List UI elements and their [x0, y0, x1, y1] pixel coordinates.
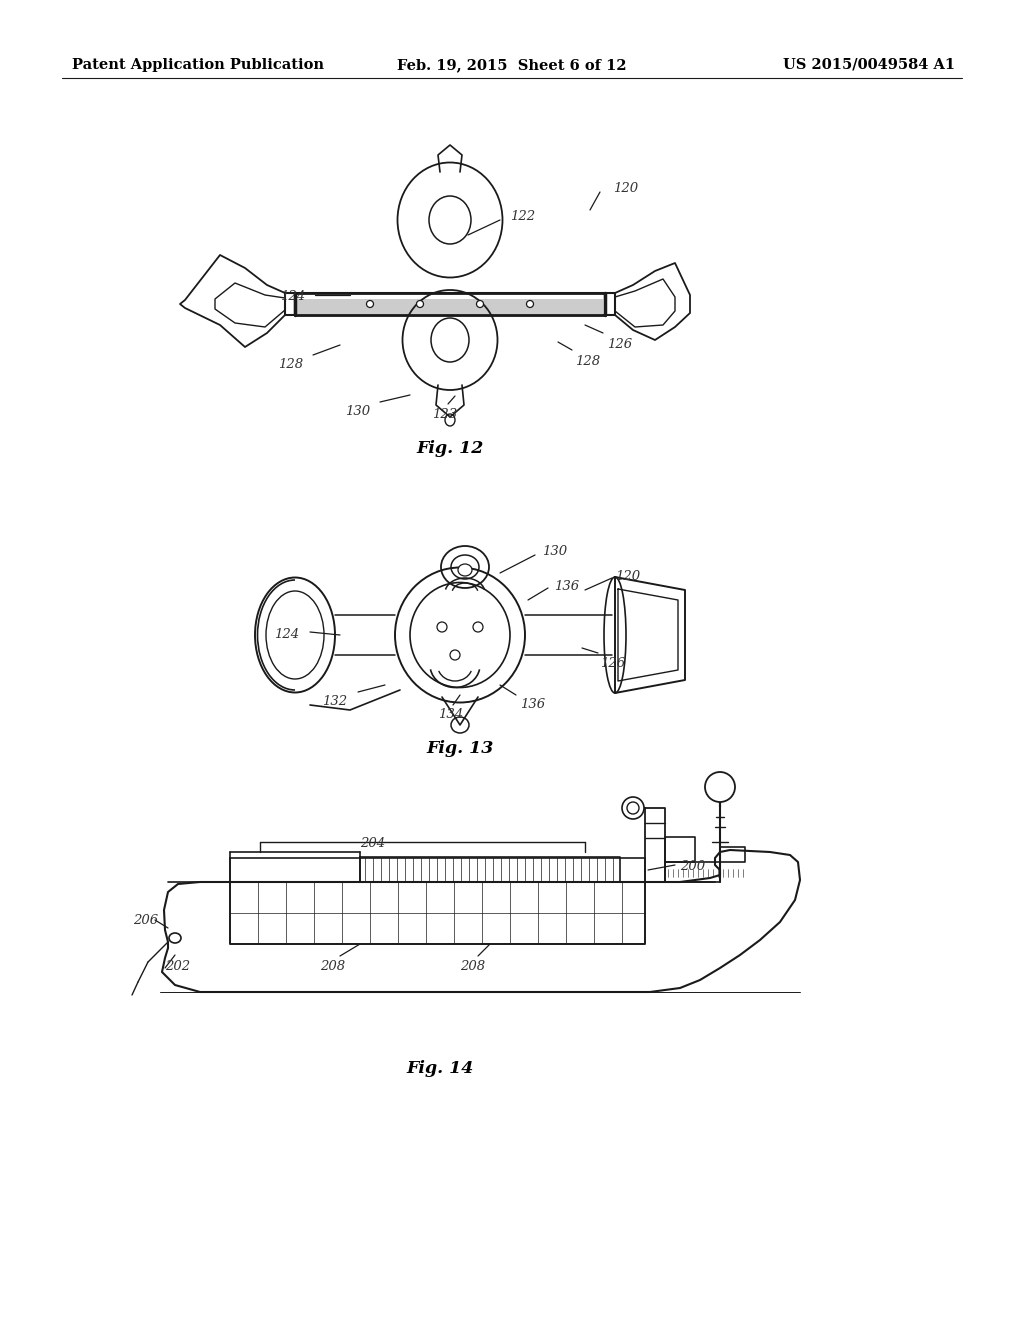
- Text: 204: 204: [360, 837, 385, 850]
- Text: 126: 126: [607, 338, 632, 351]
- Text: 136: 136: [554, 579, 580, 593]
- Ellipse shape: [705, 772, 735, 803]
- Text: 130: 130: [345, 405, 370, 418]
- Text: 120: 120: [615, 570, 640, 583]
- Ellipse shape: [367, 301, 374, 308]
- Text: 202: 202: [165, 960, 190, 973]
- Ellipse shape: [417, 301, 424, 308]
- Text: Feb. 19, 2015  Sheet 6 of 12: Feb. 19, 2015 Sheet 6 of 12: [397, 58, 627, 73]
- Text: Patent Application Publication: Patent Application Publication: [72, 58, 324, 73]
- Bar: [297, 300, 603, 317]
- Text: 208: 208: [319, 960, 345, 973]
- Text: Fig. 14: Fig. 14: [407, 1060, 474, 1077]
- Text: 136: 136: [520, 698, 545, 711]
- Ellipse shape: [627, 803, 639, 814]
- Text: 208: 208: [460, 960, 485, 973]
- Text: 120: 120: [613, 182, 638, 195]
- Text: 122: 122: [510, 210, 536, 223]
- Text: 130: 130: [542, 545, 567, 558]
- Text: 126: 126: [600, 657, 625, 671]
- Text: 124: 124: [274, 628, 299, 642]
- Text: 134: 134: [438, 708, 463, 721]
- Text: 132: 132: [322, 696, 347, 708]
- Text: 124: 124: [280, 290, 305, 304]
- Ellipse shape: [476, 301, 483, 308]
- Text: Fig. 13: Fig. 13: [426, 741, 494, 756]
- Text: 123: 123: [432, 408, 457, 421]
- Text: US 2015/0049584 A1: US 2015/0049584 A1: [783, 58, 955, 73]
- Ellipse shape: [473, 622, 483, 632]
- Text: 206: 206: [133, 913, 158, 927]
- Ellipse shape: [437, 622, 447, 632]
- Ellipse shape: [526, 301, 534, 308]
- Ellipse shape: [450, 649, 460, 660]
- Text: 128: 128: [575, 355, 600, 368]
- Text: Fig. 12: Fig. 12: [417, 440, 483, 457]
- Text: 200: 200: [680, 861, 706, 873]
- Ellipse shape: [458, 564, 472, 576]
- Text: 128: 128: [278, 358, 303, 371]
